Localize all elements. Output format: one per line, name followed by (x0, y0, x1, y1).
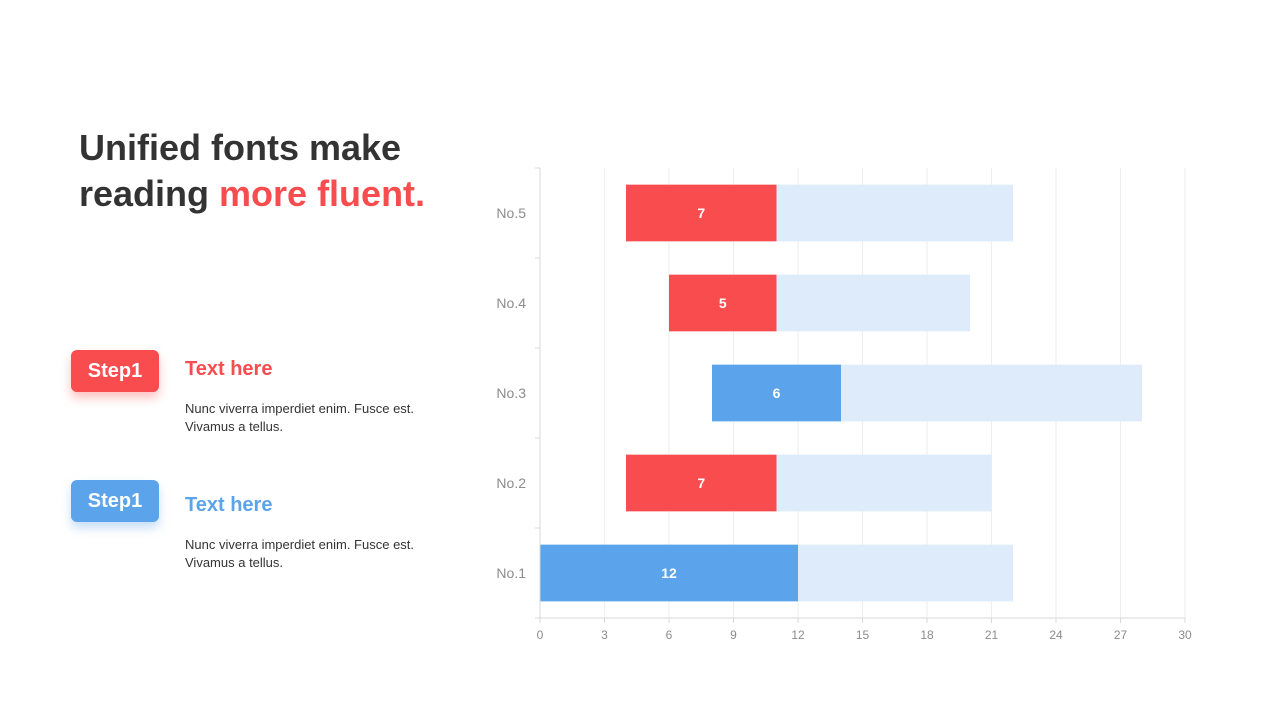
step-item-2: Step1 Text here Nunc viverra imperdiet e… (71, 480, 471, 590)
bar-remainder (776, 274, 970, 332)
step-description: Nunc viverra imperdiet enim. Fusce est. … (185, 537, 415, 570)
y-tick-label: No.3 (496, 385, 526, 401)
bar-chart: 12 No.1 7 No.2 6 No.3 5 No.4 7 No.5 0 3 6 9 12 15 18 21 24… (470, 150, 1210, 650)
bar-data-label: 5 (719, 295, 727, 311)
bar-data-label: 12 (661, 565, 677, 581)
x-tick-label: 0 (537, 628, 544, 642)
bar-data-label: 7 (697, 205, 705, 221)
bar-highlight (540, 544, 798, 602)
x-tick-label: 15 (856, 628, 870, 642)
step-heading: Text here (185, 494, 273, 516)
bar-remainder (776, 454, 992, 512)
bar-highlight (669, 274, 777, 332)
y-tick-label: No.4 (496, 295, 526, 311)
step-badge: Step1 (71, 350, 159, 392)
step-description: Nunc viverra imperdiet enim. Fusce est. … (185, 401, 415, 434)
x-tick-label: 12 (791, 628, 805, 642)
x-tick-label: 18 (920, 628, 934, 642)
step-item-1: Step1 Text here Nunc viverra imperdiet e… (71, 350, 471, 460)
bar-highlight (712, 364, 841, 422)
bar-data-label: 6 (773, 385, 781, 401)
title-accent-text: more fluent. (219, 173, 426, 214)
bar-remainder (798, 544, 1013, 602)
bar-highlight (626, 184, 777, 242)
title-main-text: Unified fonts make reading (79, 127, 402, 214)
x-tick-label: 27 (1114, 628, 1128, 642)
bar-highlight (626, 454, 777, 512)
x-tick-label: 30 (1178, 628, 1192, 642)
x-tick-label: 9 (730, 628, 737, 642)
y-tick-label: No.2 (496, 475, 526, 491)
step-badge: Step1 (71, 480, 159, 522)
bar-chart-svg: 12 No.1 7 No.2 6 No.3 5 No.4 7 No.5 0 3 6 9 12 15 18 21 24… (496, 167, 1192, 642)
y-tick-label: No.5 (496, 205, 526, 221)
y-tick-label: No.1 (496, 565, 526, 581)
bar-remainder (776, 184, 1013, 242)
x-tick-label: 3 (601, 628, 608, 642)
x-tick-label: 24 (1049, 628, 1063, 642)
step-heading: Text here (185, 358, 273, 380)
slide-title: Unified fonts make reading more fluent. (79, 125, 499, 217)
bar-data-label: 7 (697, 475, 705, 491)
x-tick-label: 21 (985, 628, 999, 642)
bar-remainder (841, 364, 1142, 422)
x-tick-label: 6 (666, 628, 673, 642)
